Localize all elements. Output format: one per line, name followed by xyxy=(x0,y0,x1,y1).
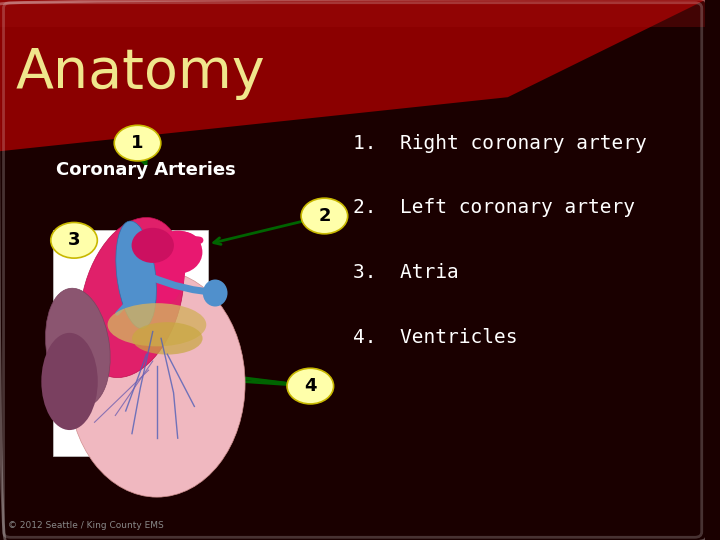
Text: 4: 4 xyxy=(304,377,317,395)
Ellipse shape xyxy=(80,218,184,377)
Circle shape xyxy=(114,125,161,161)
Ellipse shape xyxy=(153,231,202,274)
Ellipse shape xyxy=(45,288,110,407)
Ellipse shape xyxy=(116,221,156,329)
Ellipse shape xyxy=(41,333,98,430)
Text: 1.  Right coronary artery: 1. Right coronary artery xyxy=(353,133,647,153)
Ellipse shape xyxy=(129,233,185,308)
Text: 2: 2 xyxy=(318,207,330,225)
Text: 3: 3 xyxy=(68,231,81,249)
Text: 4.  Ventricles: 4. Ventricles xyxy=(353,328,517,347)
Text: 3.  Atria: 3. Atria xyxy=(353,263,459,282)
FancyArrowPatch shape xyxy=(149,276,221,293)
Polygon shape xyxy=(0,0,706,27)
Polygon shape xyxy=(0,0,706,151)
FancyBboxPatch shape xyxy=(53,230,208,456)
Ellipse shape xyxy=(203,280,228,307)
Circle shape xyxy=(301,198,348,234)
Circle shape xyxy=(287,368,333,404)
Ellipse shape xyxy=(163,232,202,264)
Ellipse shape xyxy=(132,228,174,263)
FancyArrowPatch shape xyxy=(167,239,200,250)
Ellipse shape xyxy=(132,322,202,355)
Text: Anatomy: Anatomy xyxy=(16,46,265,100)
Circle shape xyxy=(51,222,97,258)
Text: 1: 1 xyxy=(131,134,144,152)
Ellipse shape xyxy=(107,303,207,346)
Text: © 2012 Seattle / King County EMS: © 2012 Seattle / King County EMS xyxy=(9,521,164,530)
Text: 2.  Left coronary artery: 2. Left coronary artery xyxy=(353,198,634,218)
Text: Coronary Arteries: Coronary Arteries xyxy=(56,161,236,179)
Ellipse shape xyxy=(69,271,245,497)
FancyArrowPatch shape xyxy=(117,291,138,314)
